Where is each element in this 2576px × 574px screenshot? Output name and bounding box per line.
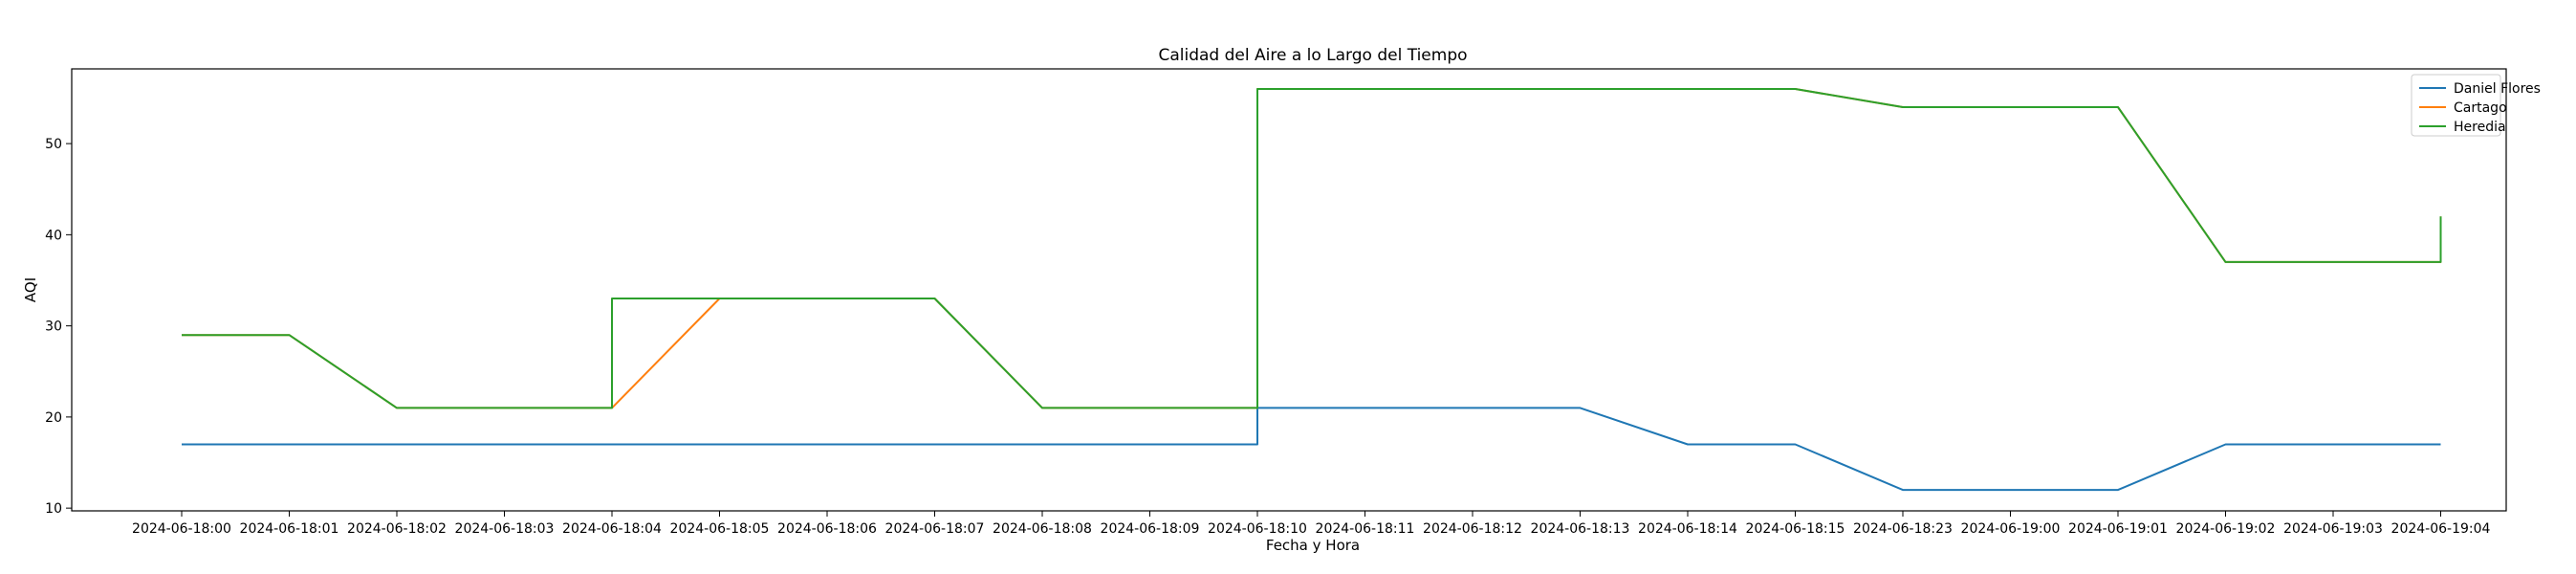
x-tick-label: 2024-06-18:05 xyxy=(670,521,770,537)
y-tick-label: 20 xyxy=(45,410,62,426)
y-axis: 10 20 30 40 50 xyxy=(45,137,72,517)
x-tick-label: 2024-06-18:13 xyxy=(1531,521,1630,537)
x-tick-label: 2024-06-18:01 xyxy=(240,521,339,537)
x-tick-label: 2024-06-19:04 xyxy=(2391,521,2491,537)
x-tick-label: 2024-06-18:07 xyxy=(885,521,985,537)
series-line-heredia xyxy=(182,88,2442,409)
plot-frame xyxy=(71,68,2507,512)
legend-box xyxy=(2411,74,2501,137)
x-tick-label: 2024-06-18:04 xyxy=(562,521,662,537)
legend-label-cartago: Cartago xyxy=(2454,100,2507,116)
y-tick-label: 30 xyxy=(45,320,62,335)
y-tick-label: 50 xyxy=(45,137,62,152)
x-tick-label: 2024-06-18:02 xyxy=(347,521,447,537)
x-tick-label: 2024-06-18:12 xyxy=(1423,521,1522,537)
x-axis: 2024-06-18:00 2024-06-18:01 2024-06-18:02 2… xyxy=(132,511,2491,537)
legend-label-heredia: Heredia xyxy=(2454,120,2506,135)
y-tick-label: 10 xyxy=(45,501,62,517)
x-tick-label: 2024-06-18:23 xyxy=(1853,521,1953,537)
x-axis-label: Fecha y Hora xyxy=(1266,537,1360,554)
legend: Daniel Flores Cartago Heredia xyxy=(2411,74,2541,137)
legend-label-daniel-flores: Daniel Flores xyxy=(2454,81,2541,97)
x-tick-label: 2024-06-18:08 xyxy=(993,521,1092,537)
series-layer xyxy=(182,88,2442,492)
chart-title: Calidad del Aire a lo Largo del Tiempo xyxy=(1158,46,1467,65)
x-tick-label: 2024-06-19:02 xyxy=(2176,521,2276,537)
y-tick-label: 40 xyxy=(45,228,62,243)
x-tick-label: 2024-06-19:00 xyxy=(1961,521,2061,537)
x-tick-label: 2024-06-18:09 xyxy=(1101,521,1200,537)
x-tick-label: 2024-06-18:06 xyxy=(777,521,877,537)
x-tick-label: 2024-06-19:03 xyxy=(2283,521,2383,537)
x-tick-label: 2024-06-18:03 xyxy=(455,521,555,537)
x-tick-label: 2024-06-18:11 xyxy=(1316,521,1415,537)
x-tick-label: 2024-06-18:00 xyxy=(132,521,231,537)
y-axis-label: AQI xyxy=(22,277,39,302)
x-tick-label: 2024-06-18:14 xyxy=(1638,521,1737,537)
x-tick-label: 2024-06-19:01 xyxy=(2068,521,2168,537)
x-tick-label: 2024-06-18:10 xyxy=(1208,521,1307,537)
x-tick-label: 2024-06-18:15 xyxy=(1746,521,1845,537)
